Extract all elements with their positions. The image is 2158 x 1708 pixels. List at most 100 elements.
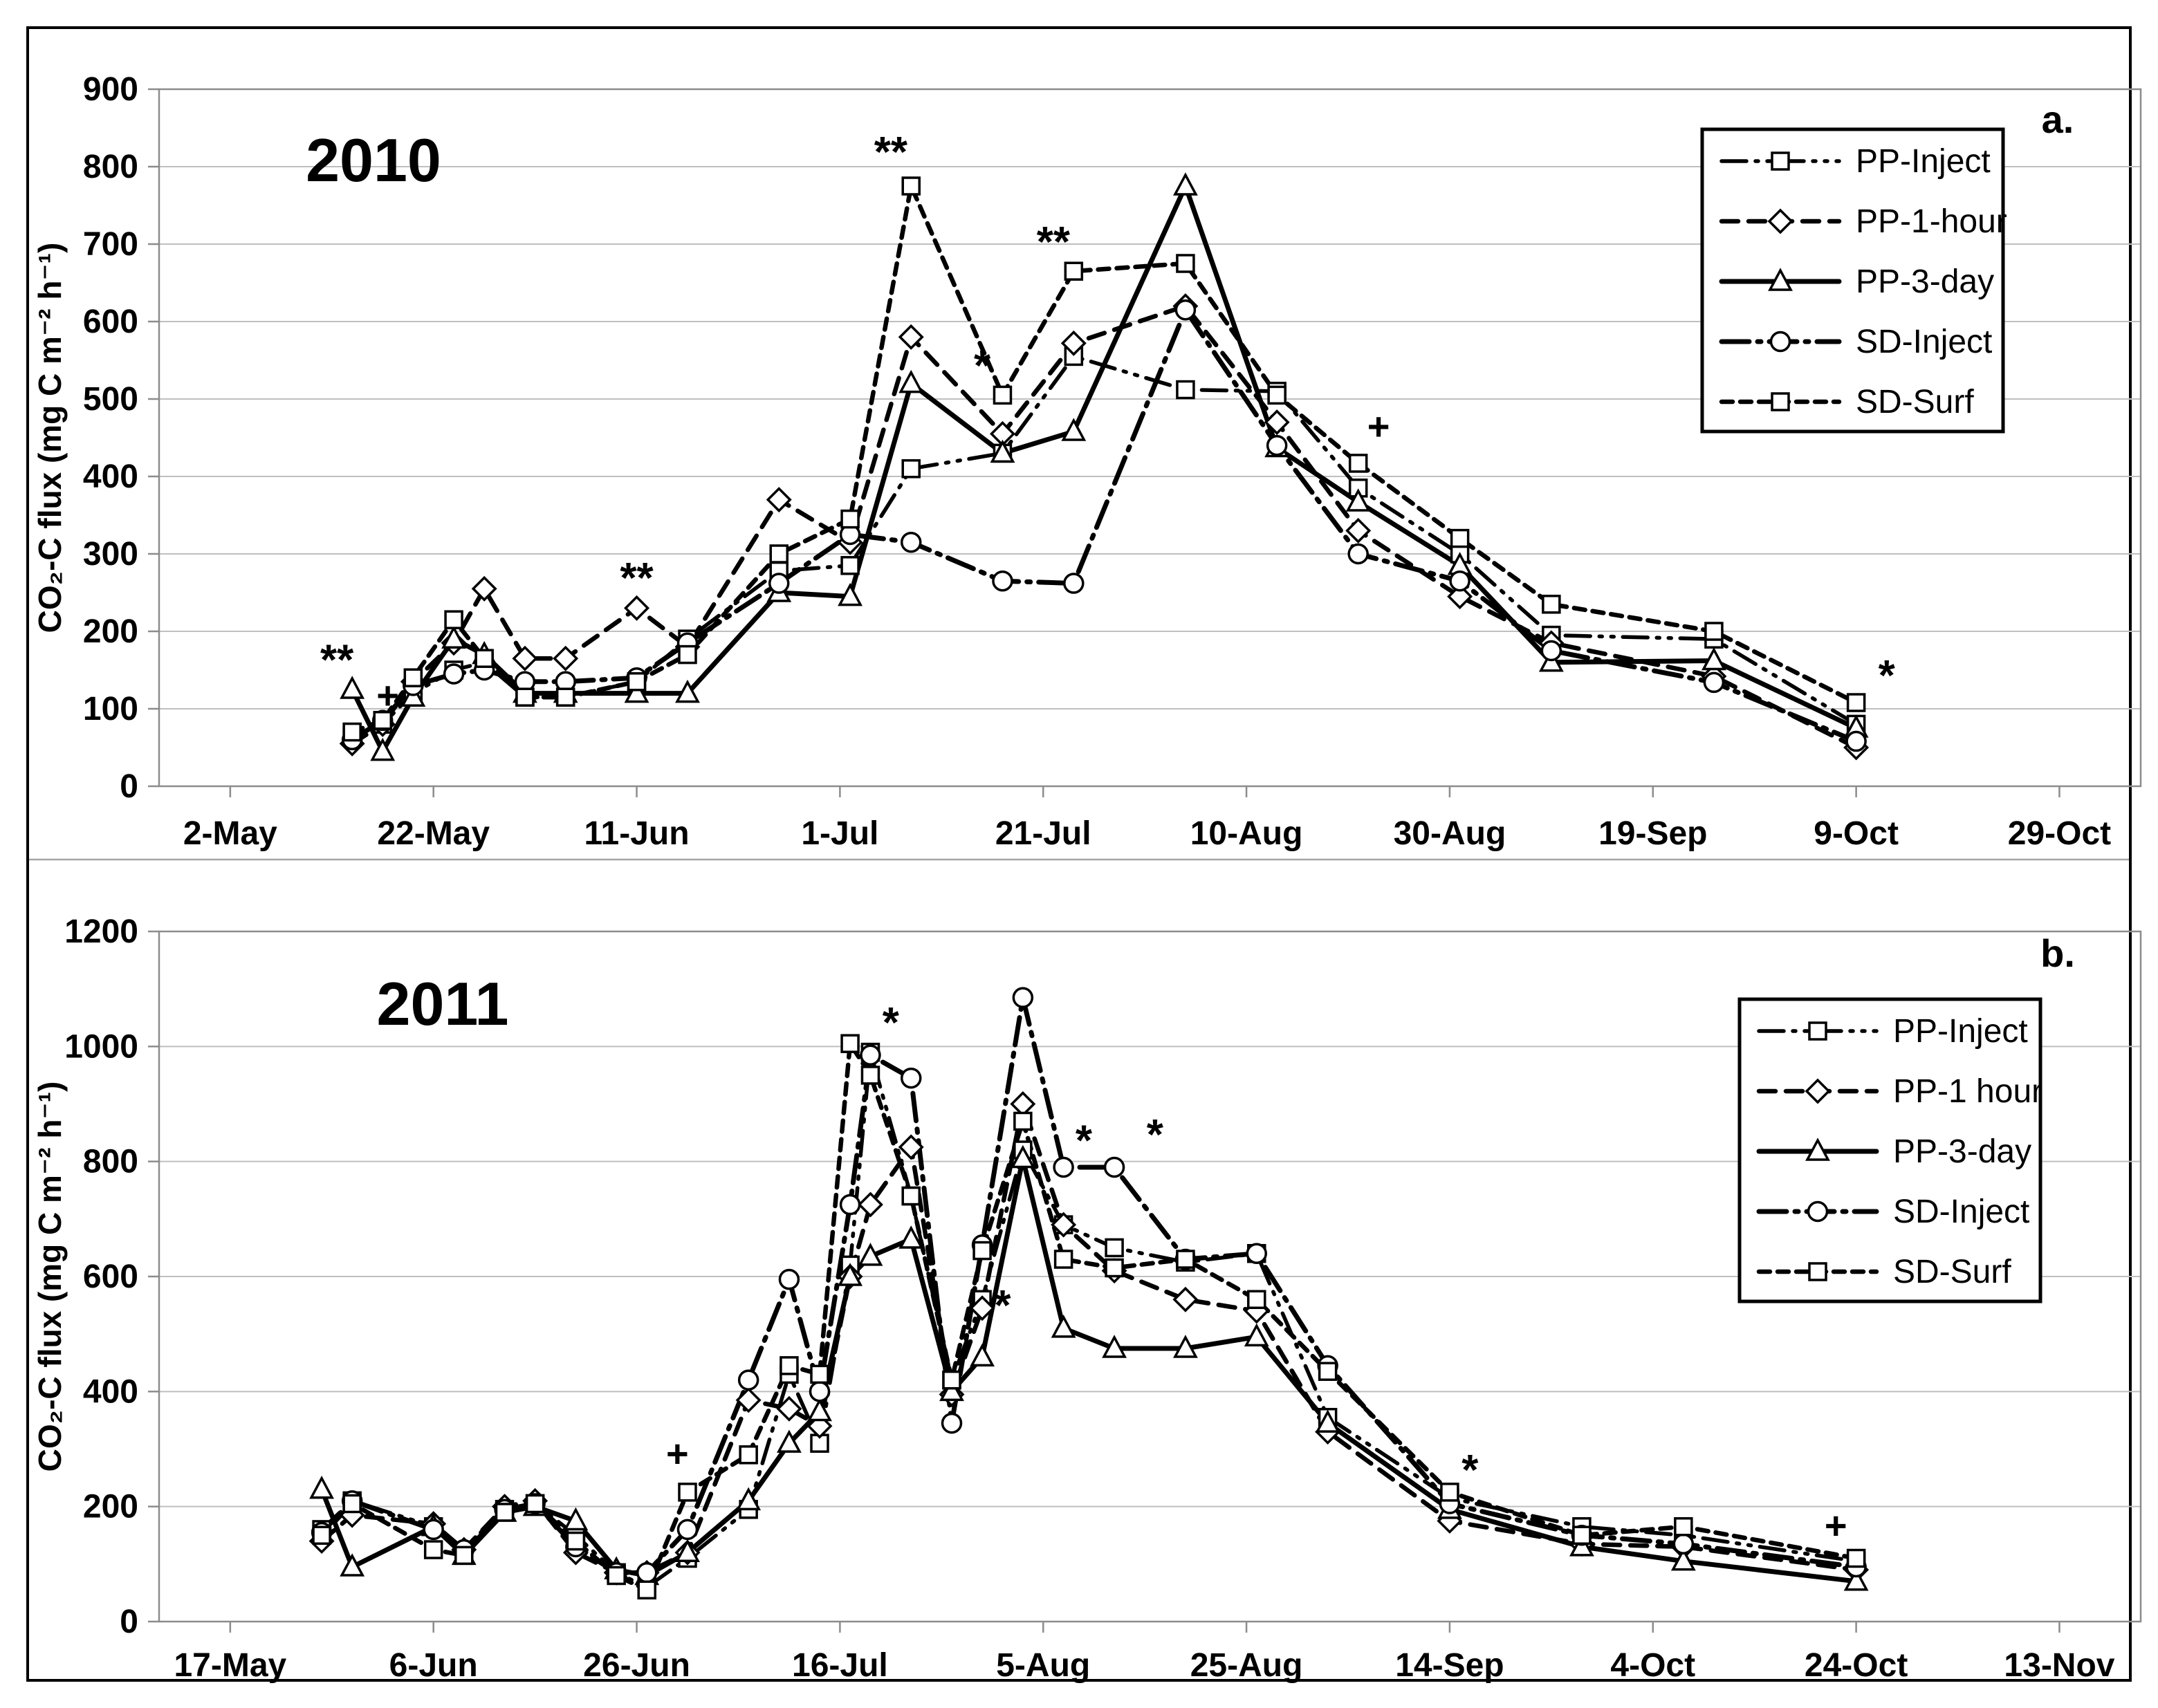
y-tick-labels: 0 200 400 600 800 1000 1200 (64, 913, 138, 1640)
svg-text:+: + (666, 1431, 689, 1475)
svg-text:700: 700 (83, 226, 138, 263)
svg-text:200: 200 (83, 613, 138, 650)
figure-border (26, 26, 2132, 1682)
svg-text:600: 600 (83, 304, 138, 340)
series-line-sd-surf (319, 1037, 1859, 1593)
svg-text:*: * (1879, 652, 1896, 700)
svg-text:+: + (376, 674, 399, 717)
axes (148, 930, 2142, 1633)
svg-text:500: 500 (83, 381, 138, 418)
svg-text:PP-3-day: PP-3-day (1856, 263, 1994, 300)
svg-text:PP-1 hour: PP-1 hour (1893, 1073, 2042, 1110)
svg-text:+: + (1367, 405, 1390, 448)
series-markers-pp-3-day (309, 1144, 1869, 1591)
svg-text:SD-Surf: SD-Surf (1856, 384, 1974, 420)
legend: PP-Inject PP-1-hour PP-3-day SD-Inject SD-Su… (1700, 127, 2007, 434)
svg-text:1-Jul: 1-Jul (801, 815, 878, 852)
svg-text:800: 800 (83, 149, 138, 185)
svg-text:100: 100 (83, 691, 138, 727)
svg-text:*: * (883, 999, 900, 1047)
svg-text:4-Oct: 4-Oct (1610, 1647, 1695, 1684)
panel-letter: b. (2040, 931, 2075, 975)
series-line-pp-1-hour (319, 1095, 1859, 1575)
svg-text:24-Oct: 24-Oct (1805, 1647, 1908, 1684)
chart-2011: 0 200 400 600 800 1000 1200 17-May 6-Jun 26-Jun 16… (32, 913, 2142, 1684)
svg-text:CO₂-C flux (mg C m⁻² h⁻¹): CO₂-C flux (mg C m⁻² h⁻¹) (32, 1082, 68, 1472)
y-tick-labels: 0 100 200 300 400 500 600 700 800 900 (83, 71, 138, 805)
svg-text:13-Nov: 13-Nov (2004, 1647, 2114, 1684)
legend-item-sd-surf: SD-Surf (1756, 1254, 2011, 1290)
svg-text:21-Jul: 21-Jul (995, 815, 1091, 852)
significance-annotations: **+*******+* (320, 129, 1896, 717)
chart-2010: 0 100 200 300 400 500 600 700 800 900 2-May 22-May 1… (32, 71, 2142, 852)
panel-letter: a. (2042, 98, 2074, 141)
svg-text:*: * (1147, 1111, 1164, 1159)
year-label: 2010 (306, 126, 441, 194)
svg-text:29-Oct: 29-Oct (2008, 815, 2111, 852)
svg-text:+: + (1825, 1503, 1847, 1547)
legend-item-sd-inject: SD-Inject (1719, 324, 1992, 360)
legend-item-pp-3-day: PP-3-day (1719, 263, 1994, 300)
legend-item-pp-1-hour: PP-1 hour (1756, 1073, 2042, 1110)
legend-item-pp-inject: PP-Inject (1719, 143, 1991, 180)
svg-text:10-Aug: 10-Aug (1190, 815, 1303, 852)
svg-text:900: 900 (83, 71, 138, 108)
y-axis-title: CO₂-C flux (mg C m⁻² h⁻¹) (32, 243, 68, 633)
svg-text:**: ** (1037, 219, 1071, 266)
svg-text:5-Aug: 5-Aug (996, 1647, 1090, 1684)
x-tick-labels: 2-May 22-May 11-Jun 1-Jul 21-Jul 10-Aug 30-Aug… (183, 815, 2111, 852)
series-line-sd-inject (349, 304, 1859, 744)
legend-item-sd-inject: SD-Inject (1756, 1194, 2029, 1230)
svg-text:PP-Inject: PP-Inject (1893, 1013, 2028, 1050)
legend-item-pp-3-day: PP-3-day (1756, 1133, 2031, 1170)
svg-text:CO₂-C flux (mg C m⁻² h⁻¹): CO₂-C flux (mg C m⁻² h⁻¹) (32, 243, 68, 633)
svg-text:600: 600 (83, 1259, 138, 1295)
svg-text:400: 400 (83, 1373, 138, 1410)
svg-text:400: 400 (83, 458, 138, 495)
series-markers-sd-surf (312, 1034, 1866, 1600)
year-label: 2011 (377, 969, 509, 1038)
svg-text:30-Aug: 30-Aug (1394, 815, 1506, 852)
series-markers-sd-surf (342, 176, 1866, 742)
svg-text:**: ** (320, 637, 354, 685)
legend-item-pp-inject: PP-Inject (1757, 1013, 2028, 1050)
svg-text:6-Jun: 6-Jun (389, 1647, 478, 1684)
x-tick-labels: 17-May 6-Jun 26-Jun 16-Jul 5-Aug 25-Aug 14-Sep… (174, 1647, 2114, 1684)
svg-text:25-Aug: 25-Aug (1190, 1647, 1303, 1684)
svg-text:26-Jun: 26-Jun (583, 1647, 690, 1684)
svg-text:17-May: 17-May (174, 1647, 286, 1684)
series-markers-pp-3-day (340, 172, 1869, 761)
svg-text:300: 300 (83, 536, 138, 573)
significance-annotations: + * * * * * + (666, 999, 1847, 1547)
series-line-sd-inject (319, 996, 1859, 1575)
svg-text:PP-3-day: PP-3-day (1893, 1133, 2031, 1170)
svg-text:SD-Inject: SD-Inject (1856, 324, 1992, 360)
legend-item-pp-1-hour: PP-1-hour (1719, 203, 2007, 240)
svg-text:**: ** (620, 555, 654, 602)
svg-text:200: 200 (83, 1489, 138, 1525)
svg-text:1200: 1200 (64, 913, 138, 950)
svg-text:9-Oct: 9-Oct (1814, 815, 1899, 852)
svg-text:1000: 1000 (64, 1028, 138, 1065)
svg-text:16-Jul: 16-Jul (792, 1647, 888, 1684)
svg-text:2-May: 2-May (183, 815, 277, 852)
svg-text:SD-Surf: SD-Surf (1893, 1254, 2011, 1290)
svg-text:**: ** (874, 129, 908, 176)
svg-text:800: 800 (83, 1144, 138, 1180)
series-markers-sd-inject (311, 987, 1867, 1584)
series-line-sd-surf (349, 178, 1859, 734)
svg-text:*: * (974, 342, 991, 390)
svg-text:11-Jun: 11-Jun (584, 815, 690, 852)
svg-text:0: 0 (120, 1604, 138, 1640)
axes (148, 88, 2142, 797)
svg-text:19-Sep: 19-Sep (1598, 815, 1707, 852)
svg-text:0: 0 (120, 768, 138, 805)
svg-text:PP-1-hour: PP-1-hour (1856, 203, 2007, 240)
svg-text:PP-Inject: PP-Inject (1856, 143, 1991, 180)
legend: PP-Inject PP-1 hour PP-3-day SD-Inject SD-Su… (1737, 997, 2042, 1303)
svg-text:22-May: 22-May (377, 815, 490, 852)
svg-text:*: * (1076, 1117, 1093, 1165)
svg-text:*: * (1461, 1447, 1479, 1494)
